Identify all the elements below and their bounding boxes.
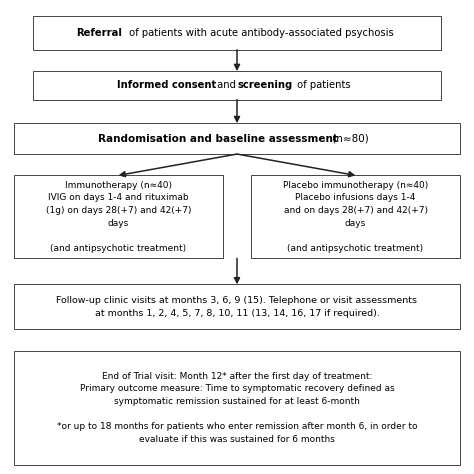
Text: of patients with acute antibody-associated psychosis: of patients with acute antibody-associat… [127,27,394,38]
Text: at months 1, 2, 4, 5, 7, 8, 10, 11 (13, 14, 16, 17 if required).: at months 1, 2, 4, 5, 7, 8, 10, 11 (13, … [94,309,380,318]
Text: (1g) on days 28(+7) and 42(+7): (1g) on days 28(+7) and 42(+7) [46,206,191,215]
Text: Placebo immunotherapy (n≈40): Placebo immunotherapy (n≈40) [283,181,428,190]
FancyBboxPatch shape [14,123,460,154]
FancyBboxPatch shape [251,175,460,258]
Text: End of Trial visit: Month 12* after the first day of treatment:: End of Trial visit: Month 12* after the … [102,372,372,381]
Text: Referral: Referral [76,27,122,38]
Text: screening: screening [237,80,293,91]
Text: IVIG on days 1-4 and rituximab: IVIG on days 1-4 and rituximab [48,193,189,202]
FancyBboxPatch shape [14,284,460,329]
FancyBboxPatch shape [14,351,460,465]
Text: evaluate if this was sustained for 6 months: evaluate if this was sustained for 6 mon… [139,435,335,444]
Text: Informed consent: Informed consent [117,80,216,91]
Text: days: days [108,219,129,228]
Text: Randomisation and baseline assessment: Randomisation and baseline assessment [98,134,338,144]
Text: symptomatic remission sustained for at least 6-month: symptomatic remission sustained for at l… [114,397,360,406]
FancyBboxPatch shape [33,71,441,100]
Text: (and antipsychotic treatment): (and antipsychotic treatment) [50,244,187,253]
Text: Primary outcome measure: Time to symptomatic recovery defined as: Primary outcome measure: Time to symptom… [80,384,394,393]
Text: (n≈80): (n≈80) [329,134,369,144]
Text: and on days 28(+7) and 42(+7): and on days 28(+7) and 42(+7) [283,206,428,215]
FancyBboxPatch shape [14,175,223,258]
Text: Follow-up clinic visits at months 3, 6, 9 (15). Telephone or visit assessments: Follow-up clinic visits at months 3, 6, … [56,296,418,305]
Text: Immunotherapy (n≈40): Immunotherapy (n≈40) [65,181,172,190]
Text: Placebo infusions days 1-4: Placebo infusions days 1-4 [295,193,416,202]
Text: *or up to 18 months for patients who enter remission after month 6, in order to: *or up to 18 months for patients who ent… [57,422,417,431]
Text: (and antipsychotic treatment): (and antipsychotic treatment) [287,244,424,253]
Text: and: and [214,80,239,91]
Text: days: days [345,219,366,228]
Text: of patients: of patients [294,80,351,91]
FancyBboxPatch shape [33,16,441,50]
